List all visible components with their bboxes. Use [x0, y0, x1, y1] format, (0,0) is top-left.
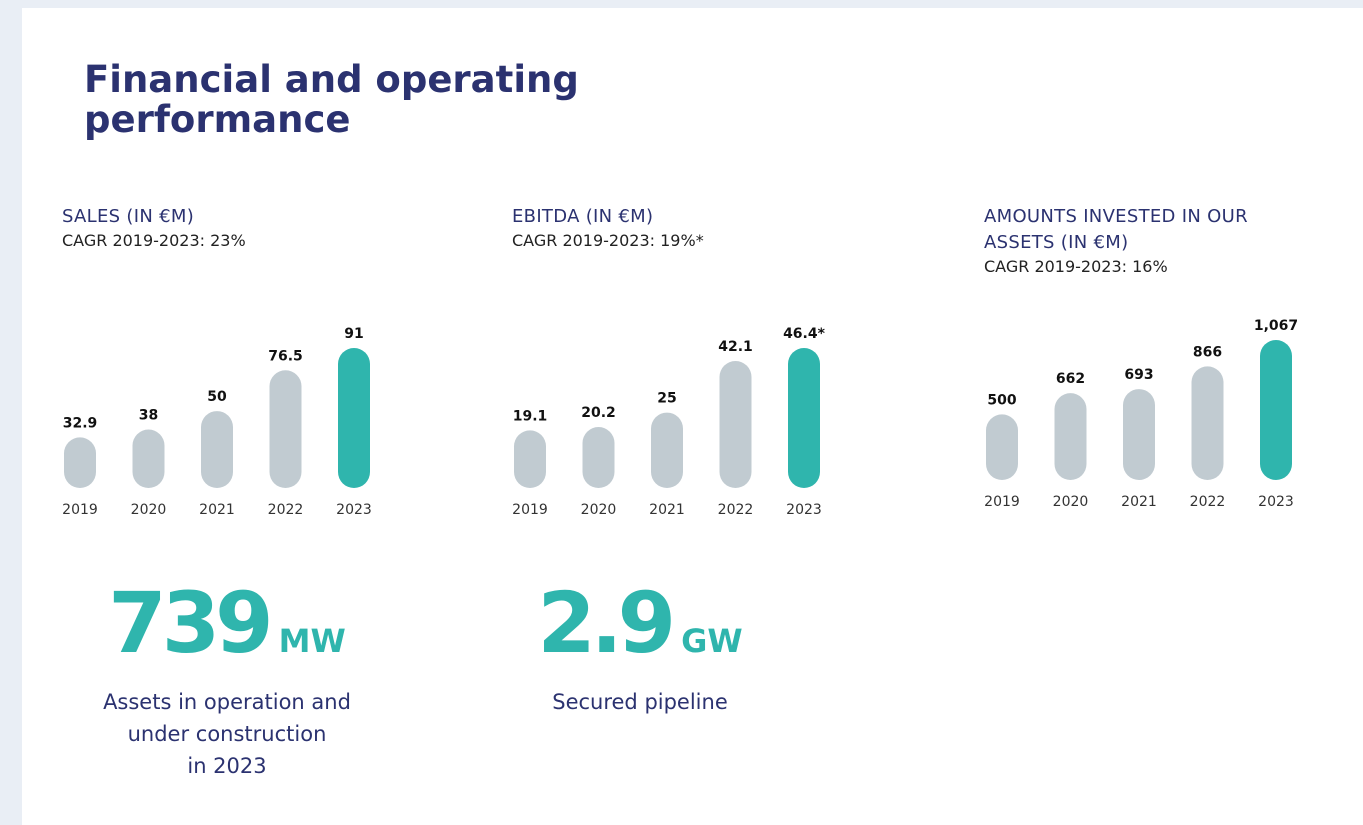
kpi-value: 2.9 [537, 574, 676, 672]
card: Financial and operating performance SALE… [22, 8, 1363, 825]
bar [338, 348, 370, 488]
kpi-description: in 2023 [187, 754, 267, 778]
chart-title: EBITDA (IN €M) [512, 206, 654, 227]
bar-chart: 32.9 2019 38 2020 50 2021 76.5 2022 91 2023 [62, 326, 372, 518]
bar [1123, 389, 1155, 480]
value-label: 91 [344, 326, 363, 342]
x-tick-label: 2020 [131, 502, 167, 518]
kpi-description: under construction [127, 722, 327, 746]
value-label: 19.1 [513, 408, 548, 424]
value-label: 76.5 [268, 348, 303, 364]
bar [1054, 393, 1087, 480]
chart-subtitle: CAGR 2019-2023: 19%* [512, 231, 704, 250]
value-label: 32.9 [63, 415, 98, 431]
kpi-description: Assets in operation and [103, 690, 351, 714]
kpi-value-row: 2.9 GW [480, 578, 800, 686]
page-title: Financial and operating performance [84, 58, 579, 141]
kpi-description: Secured pipeline [552, 690, 728, 714]
x-tick-label: 2019 [984, 494, 1020, 510]
x-tick-label: 2019 [512, 502, 548, 518]
kpi-value-row: 739 MW [67, 578, 387, 686]
chart-title: AMOUNTS INVESTED IN OUR ASSETS (IN €M) [984, 206, 1248, 253]
value-label: 1,067 [1254, 318, 1298, 334]
bar [1260, 340, 1292, 480]
bar [132, 429, 165, 488]
bar [719, 360, 752, 488]
x-tick-label: 2022 [268, 502, 304, 518]
x-tick-label: 2021 [1121, 494, 1157, 510]
kpi: 2.9 GW Secured pipeline [480, 578, 800, 718]
x-tick-label: 2019 [62, 502, 98, 518]
bar [64, 437, 96, 488]
value-label: 866 [1193, 344, 1222, 360]
bar-chart: 19.1 2019 20.2 2020 25 2021 42.1 2022 46.4* 2023 [512, 326, 826, 518]
value-label: 662 [1056, 371, 1085, 387]
value-label: 50 [207, 389, 227, 405]
bar [514, 430, 546, 488]
bar [269, 370, 302, 488]
x-tick-label: 2022 [718, 502, 754, 518]
bar [788, 348, 820, 488]
bar [986, 414, 1018, 480]
value-label: 20.2 [581, 405, 616, 421]
bar [1191, 366, 1224, 480]
chart: AMOUNTS INVESTED IN OUR ASSETS (IN €M) CA… [984, 204, 1324, 510]
kpi-value: 739 [108, 574, 273, 672]
bar [582, 427, 615, 488]
value-label: 500 [987, 392, 1016, 408]
x-tick-label: 2020 [1053, 494, 1089, 510]
bar [651, 412, 683, 488]
value-label: 25 [657, 391, 676, 407]
x-tick-label: 2021 [199, 502, 235, 518]
chart: EBITDA (IN €M) CAGR 2019-2023: 19%* 19.1 20… [512, 204, 852, 518]
kpi: 739 MW Assets in operation and under constr… [67, 578, 387, 782]
value-label: 42.1 [718, 339, 753, 355]
bar [201, 411, 233, 488]
chart-title: SALES (IN €M) [62, 206, 195, 227]
kpi-unit: GW [681, 622, 743, 660]
chart-subtitle: CAGR 2019-2023: 16% [984, 257, 1168, 276]
value-label: 46.4* [783, 326, 826, 342]
kpi-unit: MW [278, 622, 346, 660]
chart-subtitle: CAGR 2019-2023: 23% [62, 231, 246, 250]
x-tick-label: 2021 [649, 502, 685, 518]
x-tick-label: 2023 [336, 502, 372, 518]
x-tick-label: 2022 [1190, 494, 1226, 510]
value-label: 693 [1124, 367, 1153, 383]
x-tick-label: 2023 [786, 502, 822, 518]
chart: SALES (IN €M) CAGR 2019-2023: 23% 32.9 2019… [62, 204, 402, 518]
bar-chart: 500 2019 662 2020 693 2021 866 2022 1,067 2023 [984, 318, 1298, 510]
x-tick-label: 2023 [1258, 494, 1294, 510]
x-tick-label: 2020 [581, 502, 617, 518]
value-label: 38 [139, 408, 158, 424]
